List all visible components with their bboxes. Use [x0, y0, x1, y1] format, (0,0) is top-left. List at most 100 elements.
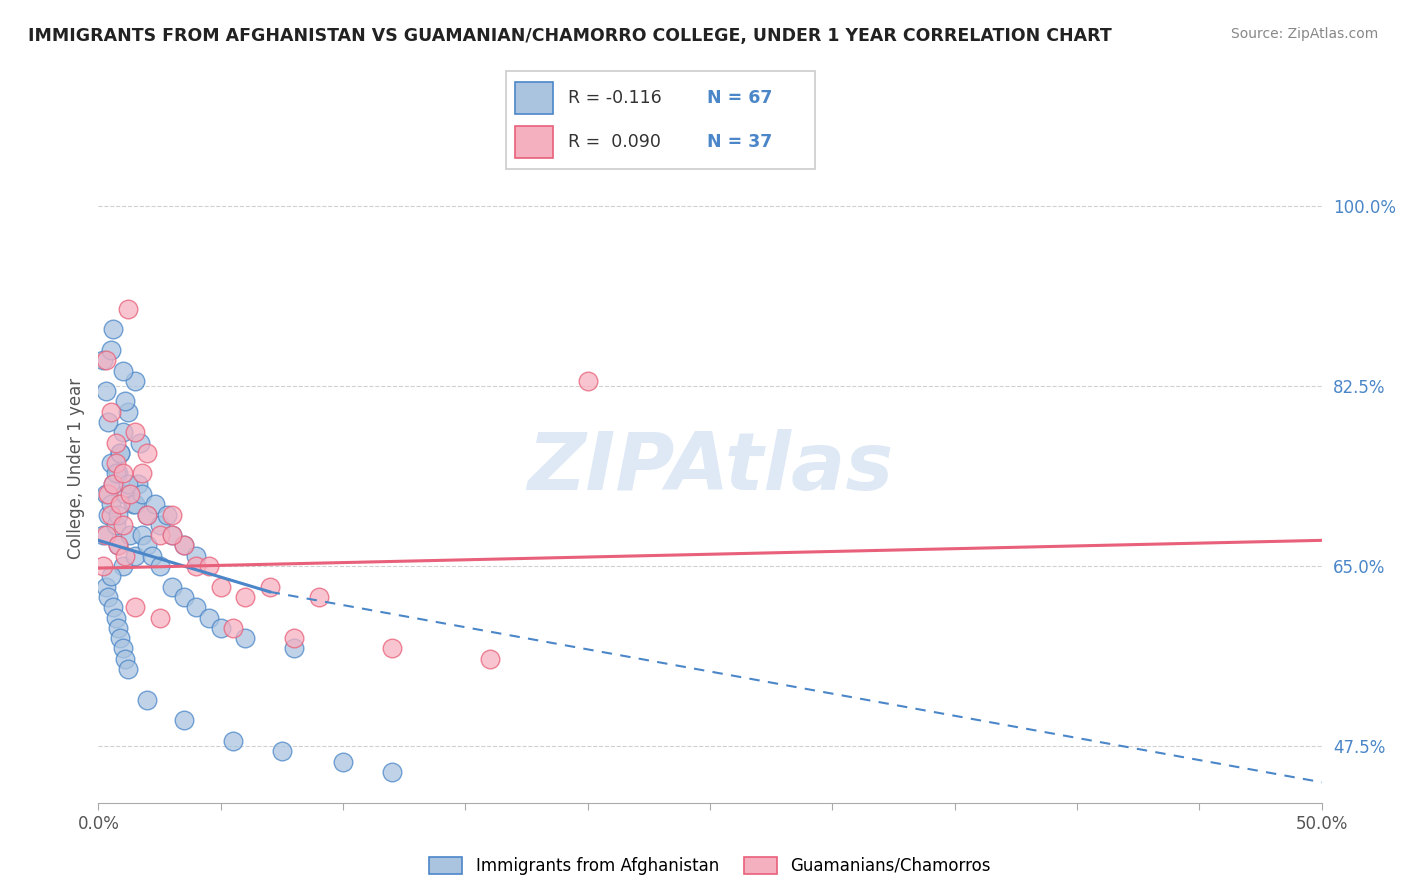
Point	[149, 528, 172, 542]
Point	[143, 497, 166, 511]
Point	[120, 487, 142, 501]
Point	[117, 662, 139, 676]
Point	[173, 590, 195, 604]
Point	[136, 446, 159, 460]
Point	[283, 641, 305, 656]
Point	[197, 559, 219, 574]
Point	[173, 539, 195, 553]
Point	[160, 528, 183, 542]
Point	[160, 580, 183, 594]
Point	[97, 487, 120, 501]
Point	[124, 374, 146, 388]
Point	[381, 764, 404, 779]
Text: ZIPAtlas: ZIPAtlas	[527, 429, 893, 508]
Point	[136, 539, 159, 553]
Point	[100, 508, 122, 522]
Point	[117, 405, 139, 419]
Point	[121, 497, 143, 511]
Point	[117, 476, 139, 491]
Point	[576, 374, 599, 388]
Point	[111, 363, 134, 377]
Point	[111, 641, 134, 656]
Point	[222, 621, 245, 635]
Point	[156, 508, 179, 522]
Point	[160, 508, 183, 522]
Point	[160, 528, 183, 542]
Text: N = 37: N = 37	[707, 133, 772, 151]
Text: R =  0.090: R = 0.090	[568, 133, 661, 151]
Point	[136, 508, 159, 522]
Point	[111, 517, 134, 532]
Bar	[516, 127, 553, 158]
Point	[110, 631, 132, 645]
Point	[114, 394, 136, 409]
Point	[100, 569, 122, 583]
Point	[104, 467, 127, 481]
Point	[94, 487, 117, 501]
Point	[233, 631, 256, 645]
Point	[209, 621, 232, 635]
Point	[131, 487, 153, 501]
Point	[186, 549, 208, 563]
Point	[94, 353, 117, 368]
Point	[173, 714, 195, 728]
Point	[101, 476, 124, 491]
Point	[97, 415, 120, 429]
Point	[100, 456, 122, 470]
Point	[381, 641, 404, 656]
Y-axis label: College, Under 1 year: College, Under 1 year	[66, 377, 84, 559]
Point	[107, 539, 129, 553]
FancyBboxPatch shape	[506, 71, 815, 169]
Point	[131, 528, 153, 542]
Point	[94, 580, 117, 594]
Point	[173, 539, 195, 553]
Point	[186, 559, 208, 574]
Point	[186, 600, 208, 615]
Point	[101, 322, 124, 336]
Point	[91, 528, 114, 542]
Point	[120, 528, 142, 542]
Legend: Immigrants from Afghanistan, Guamanians/Chamorros: Immigrants from Afghanistan, Guamanians/…	[422, 850, 998, 881]
Point	[104, 610, 127, 624]
Point	[117, 301, 139, 316]
Point	[91, 559, 114, 574]
Text: N = 67: N = 67	[707, 89, 772, 107]
Point	[270, 744, 294, 758]
Point	[107, 508, 129, 522]
Point	[104, 435, 127, 450]
Point	[131, 467, 153, 481]
Point	[91, 353, 114, 368]
Point	[110, 446, 132, 460]
Point	[94, 384, 117, 398]
Point	[114, 487, 136, 501]
Point	[149, 517, 172, 532]
Point	[197, 610, 219, 624]
Point	[111, 467, 134, 481]
Point	[233, 590, 256, 604]
Point	[107, 467, 129, 481]
Point	[101, 476, 124, 491]
Point	[124, 497, 146, 511]
Point	[308, 590, 330, 604]
Point	[136, 693, 159, 707]
Bar	[516, 82, 553, 113]
Text: R = -0.116: R = -0.116	[568, 89, 662, 107]
Point	[332, 755, 354, 769]
Point	[100, 405, 122, 419]
Point	[124, 549, 146, 563]
Point	[124, 425, 146, 440]
Point	[114, 651, 136, 665]
Point	[209, 580, 232, 594]
Point	[97, 508, 120, 522]
Point	[97, 590, 120, 604]
Point	[94, 528, 117, 542]
Point	[478, 651, 501, 665]
Point	[114, 549, 136, 563]
Point	[101, 600, 124, 615]
Point	[104, 517, 127, 532]
Point	[259, 580, 281, 594]
Text: Source: ZipAtlas.com: Source: ZipAtlas.com	[1230, 27, 1378, 41]
Point	[110, 497, 132, 511]
Point	[124, 600, 146, 615]
Point	[141, 549, 163, 563]
